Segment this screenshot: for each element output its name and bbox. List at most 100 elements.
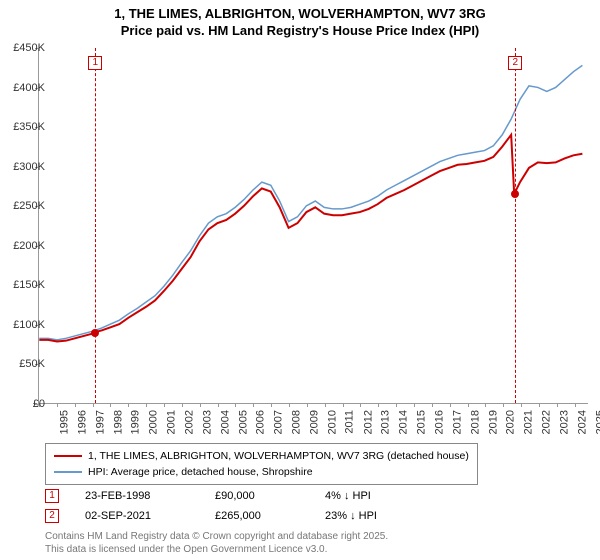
sale-row: 1 23-FEB-1998£90,0004% ↓ HPI [45,486,435,506]
legend-swatch [54,471,82,473]
x-axis-label: 2005 [237,410,249,434]
marker-label: 2 [508,56,522,70]
x-axis-label: 2012 [362,410,374,434]
y-axis-label: £0 [5,398,45,410]
sale-date: 02-SEP-2021 [85,510,215,522]
x-axis-label: 2009 [308,410,320,434]
x-tick [360,403,361,407]
sale-date: 23-FEB-1998 [85,490,215,502]
x-tick [289,403,290,407]
y-axis-label: £300K [5,161,45,173]
x-axis-label: 2011 [343,410,355,434]
attribution: Contains HM Land Registry data © Crown c… [45,530,388,556]
x-axis-label: 2020 [505,410,517,434]
y-axis-label: £350K [5,121,45,133]
x-tick [235,403,236,407]
x-tick [485,403,486,407]
x-tick [307,403,308,407]
sale-row: 2 02-SEP-2021£265,00023% ↓ HPI [45,506,435,526]
x-tick [146,403,147,407]
legend-label: HPI: Average price, detached house, Shro… [88,466,313,478]
marker-point [511,190,519,198]
y-axis-label: £50K [5,358,45,370]
attribution-line1: Contains HM Land Registry data © Crown c… [45,530,388,543]
x-tick [75,403,76,407]
x-axis-label: 2006 [255,410,267,434]
x-tick [128,403,129,407]
attribution-line2: This data is licensed under the Open Gov… [45,543,388,556]
x-tick [450,403,451,407]
x-axis-label: 2021 [523,410,535,434]
y-axis-label: £200K [5,240,45,252]
x-axis-label: 1999 [130,410,142,434]
x-axis-label: 1998 [112,410,124,434]
x-axis-label: 2018 [469,410,481,434]
x-tick [182,403,183,407]
legend: 1, THE LIMES, ALBRIGHTON, WOLVERHAMPTON,… [45,443,478,485]
sale-marker: 2 [45,509,59,523]
x-tick [253,403,254,407]
x-tick [503,403,504,407]
x-tick [521,403,522,407]
x-tick [432,403,433,407]
sales-table: 1 23-FEB-1998£90,0004% ↓ HPI 2 02-SEP-2021£… [45,486,435,526]
series-line-price_paid [39,135,582,342]
y-axis-label: £450K [5,42,45,54]
x-axis-label: 1996 [76,410,88,434]
x-tick [539,403,540,407]
sale-price: £90,000 [215,490,325,502]
x-axis-label: 2015 [416,410,428,434]
legend-item: HPI: Average price, detached house, Shro… [54,464,469,480]
y-axis-label: £400K [5,82,45,94]
sale-marker: 1 [45,489,59,503]
x-axis-label: 2008 [291,410,303,434]
chart-title: 1, THE LIMES, ALBRIGHTON, WOLVERHAMPTON,… [0,0,600,40]
x-axis-label: 2001 [166,410,178,434]
x-axis-label: 2002 [183,410,195,434]
title-line1: 1, THE LIMES, ALBRIGHTON, WOLVERHAMPTON,… [0,6,600,23]
marker-point [91,329,99,337]
y-axis-label: £250K [5,200,45,212]
x-tick [343,403,344,407]
legend-label: 1, THE LIMES, ALBRIGHTON, WOLVERHAMPTON,… [88,450,469,462]
x-tick [557,403,558,407]
x-tick [414,403,415,407]
chart-plot-area: 12 [38,48,588,404]
x-tick [468,403,469,407]
sale-pct: 23% ↓ HPI [325,510,435,522]
y-axis-label: £100K [5,319,45,331]
x-axis-label: 2004 [219,410,231,434]
x-tick [325,403,326,407]
marker-line [515,48,516,403]
legend-swatch [54,455,82,457]
marker-line [95,48,96,403]
x-axis-label: 2014 [398,410,410,434]
x-tick [57,403,58,407]
sale-pct: 4% ↓ HPI [325,490,435,502]
x-axis-label: 2013 [380,410,392,434]
x-axis-label: 2019 [487,410,499,434]
x-tick [93,403,94,407]
chart-svg [39,48,588,403]
title-line2: Price paid vs. HM Land Registry's House … [0,23,600,40]
x-tick [164,403,165,407]
x-axis-label: 2010 [326,410,338,434]
x-tick [218,403,219,407]
x-axis-label: 2017 [451,410,463,434]
x-tick [110,403,111,407]
x-axis-label: 2000 [148,410,160,434]
sale-price: £265,000 [215,510,325,522]
series-line-hpi [39,65,582,340]
x-tick [200,403,201,407]
x-axis-label: 1995 [58,410,70,434]
x-tick [575,403,576,407]
marker-label: 1 [88,56,102,70]
x-axis-label: 2007 [273,410,285,434]
x-axis-label: 2016 [433,410,445,434]
y-axis-label: £150K [5,279,45,291]
x-axis-label: 2022 [541,410,553,434]
x-tick [378,403,379,407]
x-axis-label: 1997 [94,410,106,434]
x-axis-label: 2024 [576,410,588,434]
x-axis-label: 2003 [201,410,213,434]
